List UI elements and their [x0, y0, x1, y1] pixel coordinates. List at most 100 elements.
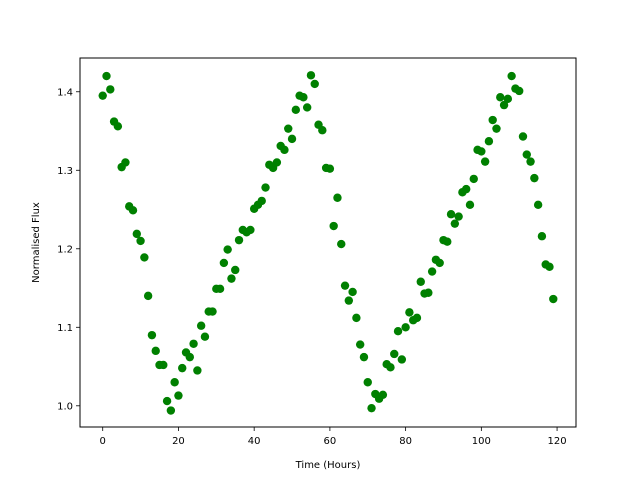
data-point: [287, 134, 297, 144]
data-point: [193, 366, 202, 375]
data-point: [480, 157, 490, 166]
data-point: [159, 360, 168, 370]
data-point: [386, 363, 395, 372]
data-point: [329, 221, 338, 231]
data-point: [257, 196, 266, 206]
data-point: [446, 210, 456, 219]
data-point: [340, 281, 350, 290]
data-point: [121, 158, 130, 167]
data-point: [299, 93, 308, 102]
data-point: [215, 284, 225, 294]
data-point: [227, 274, 236, 283]
data-point: [272, 158, 282, 167]
data-point: [284, 124, 293, 133]
y-tick-label: 1.4: [57, 87, 73, 98]
data-point: [166, 406, 176, 415]
data-point: [170, 378, 179, 387]
data-point: [469, 174, 478, 184]
x-tick-label: 60: [324, 436, 337, 447]
data-point: [208, 307, 217, 316]
data-point: [397, 355, 407, 364]
data-point: [136, 236, 145, 246]
x-tick-label: 20: [172, 436, 185, 447]
data-point: [189, 339, 198, 348]
data-point: [310, 79, 319, 89]
data-point: [378, 390, 388, 400]
data-point: [363, 378, 372, 387]
data-point: [302, 103, 312, 112]
data-point: [443, 237, 452, 246]
y-axis-label: Normalised Flux: [31, 202, 42, 283]
data-point: [344, 296, 354, 305]
data-point: [405, 308, 414, 317]
data-point: [128, 206, 138, 215]
data-point: [113, 122, 123, 131]
data-point: [355, 340, 365, 349]
data-point: [348, 287, 357, 297]
data-point: [219, 258, 229, 268]
data-point: [492, 124, 501, 133]
data-point: [496, 93, 505, 102]
data-point: [106, 85, 115, 94]
data-point: [450, 219, 460, 228]
data-point: [223, 245, 232, 254]
data-point: [427, 267, 437, 276]
data-point: [280, 145, 289, 155]
data-point: [325, 164, 335, 173]
data-point: [461, 184, 471, 194]
x-tick-label: 40: [248, 436, 261, 447]
axes-frame: [79, 57, 577, 428]
data-point: [507, 71, 516, 81]
data-point: [234, 235, 244, 245]
data-point: [140, 253, 149, 262]
x-tick-label: 0: [100, 436, 106, 447]
data-point: [196, 321, 206, 330]
data-point: [185, 352, 195, 362]
data-point: [174, 391, 183, 400]
y-tick-label: 1.3: [57, 166, 73, 177]
data-point: [151, 346, 160, 356]
data-point: [412, 313, 422, 323]
x-tick-label: 100: [472, 436, 491, 447]
data-point: [162, 396, 172, 406]
data-point: [333, 193, 342, 202]
data-point: [337, 239, 346, 249]
data-point: [477, 147, 486, 156]
data-point: [522, 150, 531, 159]
data-point: [367, 403, 376, 413]
data-point: [147, 330, 157, 340]
x-axis-ticks: 0 20 40 60 80 100 120: [100, 427, 567, 447]
data-point: [359, 352, 369, 362]
data-point: [132, 229, 141, 239]
data-point: [246, 225, 255, 235]
y-tick-label: 1.1: [57, 323, 73, 334]
data-point: [318, 126, 327, 135]
data-point: [102, 71, 111, 81]
data-point: [424, 288, 433, 297]
y-tick-label: 1.0: [57, 401, 73, 412]
data-point: [518, 132, 528, 141]
x-axis-label: Time (Hours): [295, 460, 361, 471]
data-point: [515, 86, 524, 96]
data-point: [499, 100, 509, 110]
data-point: [231, 265, 240, 275]
data-point: [143, 291, 153, 301]
data-point: [390, 349, 399, 359]
data-point: [537, 232, 547, 241]
data-point: [416, 277, 425, 286]
data-point: [549, 294, 558, 304]
data-point: [352, 313, 361, 323]
data-point: [401, 323, 410, 332]
data-point: [503, 94, 513, 104]
data-point: [526, 157, 535, 166]
data-point: [435, 258, 444, 268]
data-point: [306, 71, 316, 80]
data-point: [530, 173, 539, 183]
data-point: [484, 137, 494, 146]
data-point: [488, 115, 497, 125]
y-axis-ticks: 1.0 1.1 1.2 1.3 1.4: [57, 87, 80, 412]
data-point: [545, 262, 554, 272]
data-point: [393, 327, 403, 336]
